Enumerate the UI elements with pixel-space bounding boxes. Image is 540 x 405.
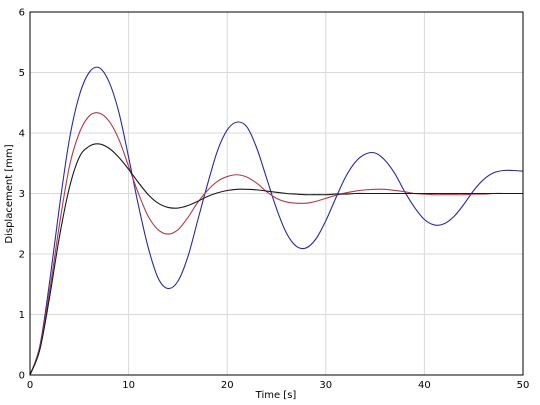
series-line-3 [29,143,523,376]
grid [30,12,523,375]
y-tick-label: 1 [19,310,25,321]
y-tick-label: 4 [19,129,25,140]
series-line-1 [29,66,524,376]
series-line-2 [29,112,523,376]
series-lines [29,66,524,376]
tick-labels: 0 10 20 30 40 50 0 1 2 3 4 5 6 [19,8,530,392]
x-tick-label: 50 [517,380,530,391]
y-axis-label: Displacement [mm] [4,144,15,243]
x-tick-label: 30 [319,380,332,391]
x-tick-label: 10 [122,380,135,391]
x-tick-label: 40 [418,380,431,391]
y-tick-label: 0 [19,371,25,382]
plot-frame [29,11,524,376]
y-tick-label: 6 [19,8,25,19]
x-tick-label: 0 [27,380,33,391]
y-tick-label: 2 [19,250,25,261]
y-tick-label: 3 [19,189,25,200]
y-tick-label: 5 [19,68,25,79]
x-axis-label: Time [s] [255,390,297,401]
x-tick-label: 20 [221,380,234,391]
